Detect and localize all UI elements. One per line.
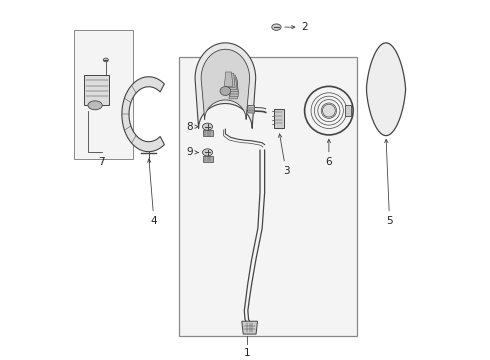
Bar — [274, 109, 284, 129]
Polygon shape — [195, 43, 256, 129]
Text: 9: 9 — [186, 147, 198, 157]
Polygon shape — [229, 77, 238, 91]
Ellipse shape — [202, 149, 213, 156]
Text: 5: 5 — [385, 139, 393, 226]
Text: 6: 6 — [325, 139, 332, 167]
Text: 8: 8 — [186, 122, 198, 132]
Bar — [345, 105, 351, 116]
Ellipse shape — [103, 58, 108, 62]
Ellipse shape — [220, 86, 231, 95]
Bar — [179, 57, 357, 336]
Text: 1: 1 — [244, 348, 250, 358]
Bar — [84, 75, 109, 105]
Polygon shape — [248, 105, 255, 113]
Polygon shape — [230, 82, 238, 96]
Circle shape — [322, 104, 335, 117]
Polygon shape — [122, 77, 164, 152]
Polygon shape — [226, 73, 235, 87]
Polygon shape — [202, 156, 213, 162]
Text: 4: 4 — [147, 159, 157, 226]
Polygon shape — [202, 130, 213, 136]
Bar — [74, 30, 133, 159]
Text: 3: 3 — [278, 134, 290, 176]
Ellipse shape — [202, 123, 213, 130]
Polygon shape — [367, 43, 406, 136]
Text: 2: 2 — [285, 22, 308, 32]
Text: 7: 7 — [98, 157, 105, 167]
Polygon shape — [228, 75, 237, 89]
Polygon shape — [201, 49, 249, 120]
Polygon shape — [230, 80, 239, 94]
Ellipse shape — [272, 24, 281, 30]
Polygon shape — [224, 72, 233, 86]
Ellipse shape — [88, 101, 102, 110]
Polygon shape — [229, 85, 238, 99]
Polygon shape — [242, 321, 257, 334]
